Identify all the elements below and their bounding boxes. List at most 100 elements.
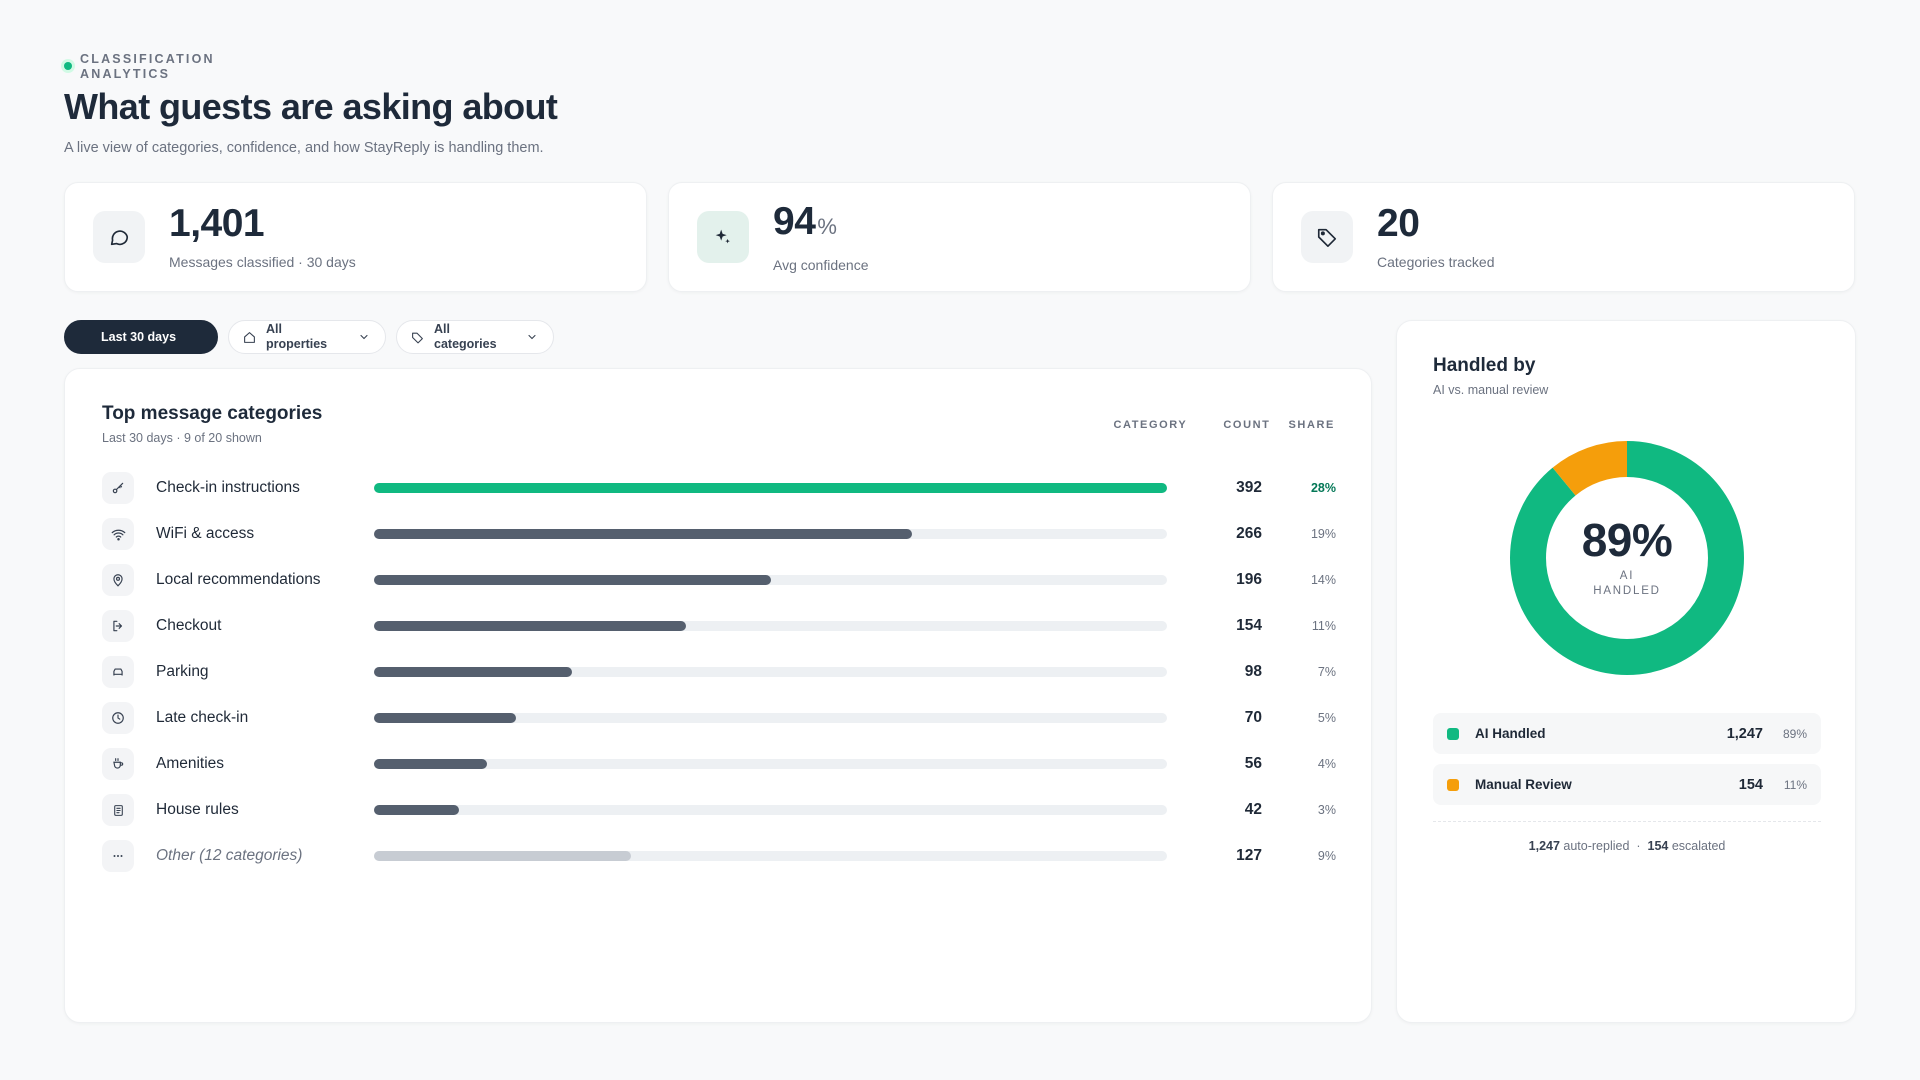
donut-chart-svg	[1510, 441, 1744, 675]
category-row[interactable]: Checkout 154 11%	[102, 603, 1342, 649]
category-bar	[374, 529, 913, 539]
period-filter-button[interactable]: Last 30 days	[64, 320, 218, 354]
logout-icon	[102, 610, 134, 642]
category-row[interactable]: Local recommendations 196 14%	[102, 557, 1342, 603]
category-row[interactable]: Other (12 categories) 127 9%	[102, 833, 1342, 879]
stat-label: Categories tracked	[1377, 254, 1495, 270]
category-bar	[374, 575, 771, 585]
properties-filter-label: All properties	[266, 322, 328, 351]
category-count: 70	[1244, 709, 1262, 726]
handled-footnote: 1,247 auto-replied · 154 escalated	[1433, 839, 1821, 853]
card-header: Handled by AI vs. manual review	[1433, 355, 1548, 397]
donut-percent: 89%	[1581, 514, 1673, 566]
category-bar	[374, 851, 631, 861]
stat-value: 94%	[773, 199, 837, 243]
category-bar-track	[374, 483, 1167, 493]
category-bar	[374, 667, 573, 677]
category-count: 42	[1244, 801, 1262, 818]
footnote-separator: ·	[1636, 839, 1641, 853]
legend-percent: 89%	[1782, 726, 1807, 741]
category-bar	[374, 759, 488, 769]
footnote-manual-count: 154	[1647, 839, 1669, 853]
category-count: 127	[1236, 847, 1262, 864]
card-title: Handled by	[1433, 355, 1536, 376]
legend-swatch	[1447, 778, 1459, 791]
category-row[interactable]: Parking 98 7%	[102, 649, 1342, 695]
legend-item[interactable]: Manual Review 154 11%	[1433, 764, 1821, 805]
category-row[interactable]: House rules 42 3%	[102, 787, 1342, 833]
category-label: Other (12 categories)	[156, 847, 303, 864]
map-pin-icon	[102, 564, 134, 596]
category-share: 9%	[1317, 849, 1336, 863]
donut-center: 89% AI HANDLED	[1510, 441, 1744, 675]
stat-value: 1,401	[169, 202, 265, 245]
category-count: 196	[1236, 571, 1262, 588]
column-header-count: COUNT	[1223, 419, 1271, 431]
column-header-share: SHARE	[1288, 419, 1335, 431]
category-label: Amenities	[156, 755, 225, 772]
chevron-down-icon	[526, 331, 538, 343]
categories-filter-dropdown[interactable]: All categories	[396, 320, 554, 354]
category-share: 3%	[1317, 803, 1336, 817]
donut-legend: AI Handled 1,247 89% Manual Review 154 11%	[1433, 713, 1821, 815]
category-share: 28%	[1310, 481, 1336, 495]
footnote-manual-text: escalated	[1671, 839, 1726, 853]
wifi-icon	[102, 518, 134, 550]
category-bar	[374, 713, 516, 723]
category-row[interactable]: Amenities 56 4%	[102, 741, 1342, 787]
tag-icon	[411, 331, 424, 344]
properties-filter-dropdown[interactable]: All properties	[228, 320, 386, 354]
category-bar-track	[374, 575, 1167, 585]
category-label: Parking	[156, 663, 209, 680]
key-icon	[102, 472, 134, 504]
category-bar	[374, 805, 459, 815]
sparkle-icon	[697, 211, 749, 263]
legend-percent: 11%	[1783, 777, 1807, 792]
legend-name: AI Handled	[1475, 726, 1546, 741]
legend-item[interactable]: AI Handled 1,247 89%	[1433, 713, 1821, 754]
eyebrow: CLASSIFICATION ANALYTICS	[64, 52, 1856, 82]
chevron-down-icon	[358, 331, 370, 343]
category-bar-track	[374, 851, 1167, 861]
stat-card-categories: 20 Categories tracked	[1272, 182, 1855, 292]
category-row[interactable]: Late check-in 70 5%	[102, 695, 1342, 741]
donut-label: AI HANDLED	[1593, 570, 1661, 597]
category-list: Check-in instructions 392 28% WiFi & access…	[102, 465, 1342, 879]
eyebrow-text: CLASSIFICATION ANALYTICS	[80, 52, 215, 81]
category-bar-track	[374, 759, 1167, 769]
category-bar-track	[374, 529, 1167, 539]
stat-card-messages: 1,401 Messages classified · 30 days	[64, 182, 647, 292]
category-label: Check-in instructions	[156, 479, 300, 496]
category-share: 7%	[1317, 665, 1336, 679]
card-subtitle: AI vs. manual review	[1433, 383, 1549, 397]
category-bar-track	[374, 805, 1167, 815]
category-count: 392	[1236, 479, 1262, 496]
status-dot-icon	[64, 62, 72, 70]
category-bar-track	[374, 621, 1167, 631]
legend-name: Manual Review	[1475, 777, 1572, 792]
document-icon	[102, 794, 134, 826]
ellipsis-icon	[102, 840, 134, 872]
home-icon	[243, 331, 256, 344]
filter-bar: Last 30 days All properties All categori…	[64, 320, 554, 354]
stat-card-confidence: 94% Avg confidence	[668, 182, 1251, 292]
page-subtitle: A live view of categories, confidence, a…	[64, 140, 544, 156]
legend-swatch	[1447, 727, 1459, 740]
clock-icon	[102, 702, 134, 734]
legend-value: 1,247	[1726, 725, 1763, 742]
category-label: Late check-in	[156, 709, 249, 726]
category-share: 4%	[1317, 757, 1336, 771]
category-row[interactable]: Check-in instructions 392 28%	[102, 465, 1342, 511]
stat-label: Avg confidence	[773, 256, 869, 273]
footnote-ai-text: auto-replied	[1563, 839, 1630, 853]
legend-value: 154	[1738, 776, 1763, 793]
category-row[interactable]: WiFi & access 266 19%	[102, 511, 1342, 557]
period-filter-label: Last 30 days	[101, 329, 177, 344]
category-bar-track	[374, 713, 1167, 723]
page-header: CLASSIFICATION ANALYTICS What guests are…	[64, 52, 1856, 156]
card-title: Top message categories	[102, 403, 323, 424]
categories-filter-label: All categories	[434, 322, 497, 351]
category-count: 154	[1236, 617, 1262, 634]
coffee-icon	[102, 748, 134, 780]
tag-icon	[1301, 211, 1353, 263]
